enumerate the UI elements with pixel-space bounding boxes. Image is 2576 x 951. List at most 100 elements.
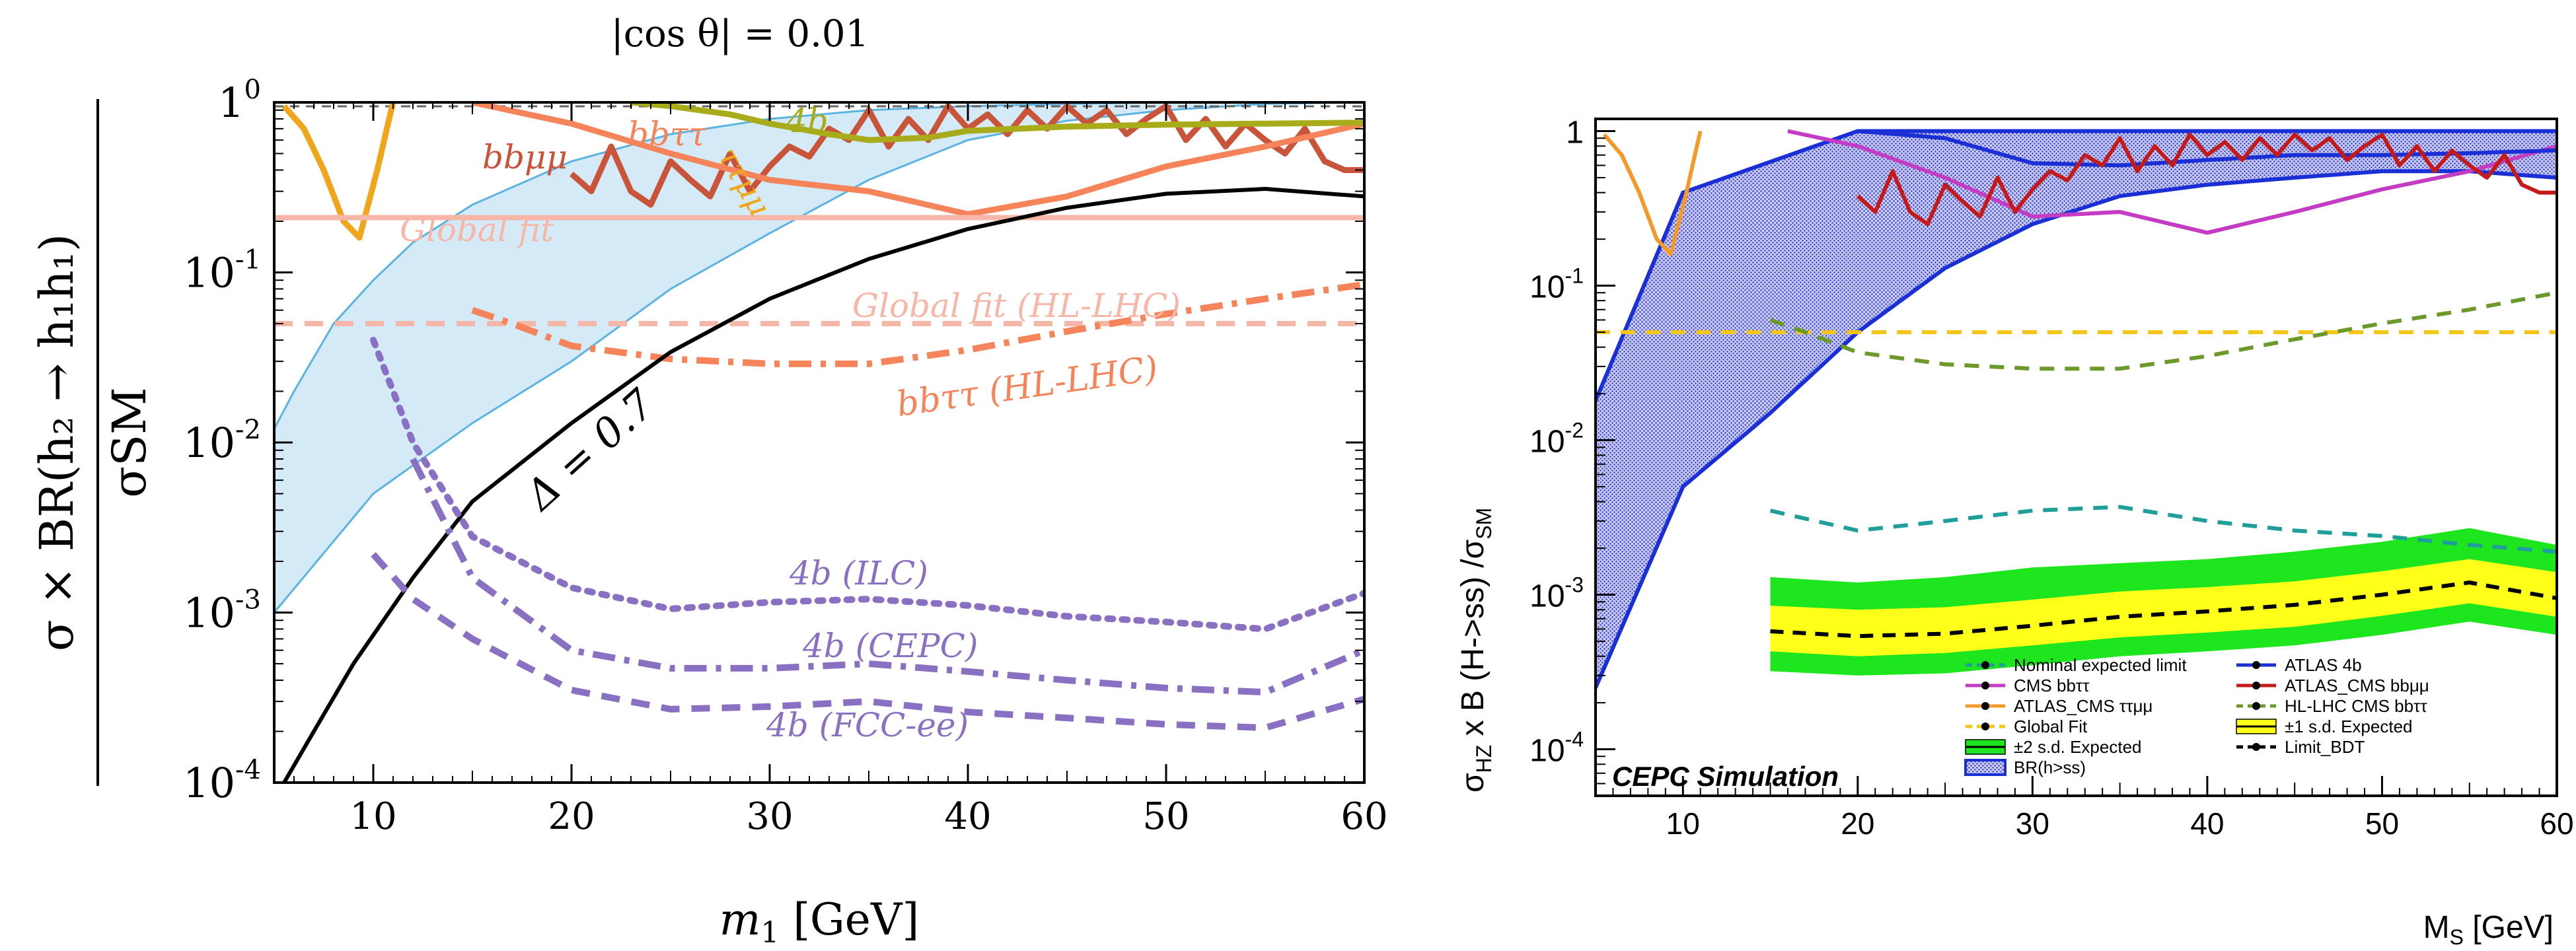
left-annotation-bb: bbμμ <box>482 138 568 176</box>
legend-entry-nominal-expected-limit: Nominal expected limit <box>1966 655 2187 675</box>
legend-label: ATLAS_CMS bbμμ <box>2285 676 2429 695</box>
right-watermark: CEPC Simulation <box>1612 761 1839 792</box>
left-ticks: 10 20 30 40 50 60 10 10-1 10-2 10-3 10-4 <box>183 75 1388 838</box>
right-hatched-region <box>1596 131 2557 688</box>
right-x-tick-label: 50 <box>2365 806 2399 841</box>
left-annotation-4b: 4b <box>786 102 828 140</box>
right-y-tick-label: 1 <box>1566 116 1584 151</box>
legend-entry-hl-lhc-cms-bb: HL-LHC CMS bbττ <box>2236 696 2427 716</box>
left-x-tick-label: 20 <box>548 795 595 838</box>
left-y-label-denominator: σSM <box>102 387 157 497</box>
right-chart: 10 20 30 40 50 60 1 10-1 10-2 10-3 10-4 CEPC Simul… <box>1455 116 2574 949</box>
left-chart: |cos θ| = 0.01 10 20 30 40 50 60 10 10-1 10-2 10-… <box>30 13 1388 950</box>
left-x-label-main: m <box>719 894 761 945</box>
left-x-label-sub: 1 <box>760 916 779 950</box>
right-plot-area <box>1596 129 2557 689</box>
right-y-label-sub2: SM <box>1472 508 1496 540</box>
left-series-4b-ilc <box>370 337 1364 633</box>
right-y-tick-label: 10-1 <box>1529 264 1584 305</box>
right-y-tick-label: 10-2 <box>1529 419 1584 460</box>
legend-label: ±2 s.d. Expected <box>2014 737 2142 757</box>
left-plot-area <box>274 102 1364 783</box>
right-y-label-main: σ <box>1455 773 1490 792</box>
legend-entry-limit-bdt: Limit_BDT <box>2236 737 2365 757</box>
left-series-4b-fcc-ee <box>371 551 1364 731</box>
legend-label: CMS bbττ <box>2014 676 2090 695</box>
left-series-4b <box>630 102 1364 143</box>
left-y-tick-label: 10-1 <box>183 245 261 297</box>
legend-entry-atlas-cms-bb: ATLAS_CMS bbμμ <box>2236 676 2429 695</box>
right-x-tick-label: 10 <box>1666 806 1700 841</box>
right-x-label-unit: [GeV] <box>2472 910 2554 945</box>
right-x-tick-label: 30 <box>2016 806 2049 841</box>
left-annotation-global-fit: Global fit <box>400 211 554 249</box>
legend-label: HL-LHC CMS bbττ <box>2285 696 2427 716</box>
left-annotation-global-fit-hl-lhc: Global fit (HL-LHC) <box>852 287 1181 325</box>
left-annotation-4b-ilc: 4b (ILC) <box>789 554 928 592</box>
legend-swatch-marker <box>1981 702 1989 710</box>
right-x-axis-label: MS [GeV] <box>2423 910 2554 949</box>
legend-swatch-marker <box>2252 743 2260 751</box>
legend-entry-atlas-4b: ATLAS 4b <box>2236 655 2362 675</box>
left-x-tick-label: 50 <box>1142 795 1189 838</box>
right-series-nominal-expected-limit <box>1769 505 2557 554</box>
left-y-label-numerator: σ × BR(h₂ → h₁h₁) <box>30 234 84 651</box>
right-x-tick-label: 40 <box>2190 806 2224 841</box>
right-series-hl-lhc-cms-bb <box>1769 291 2557 371</box>
left-annotation-bb: bbττ <box>628 115 708 153</box>
left-annotation-4b-cepc: 4b (CEPC) <box>802 627 978 665</box>
legend-entry-atlas-cms: ATLAS_CMS ττμμ <box>1966 696 2153 716</box>
right-hatched-upper-edge <box>1596 129 2557 402</box>
right-ticks: 10 20 30 40 50 60 1 10-1 10-2 10-3 10-4 <box>1529 116 2573 841</box>
left-series-bb <box>472 102 1364 217</box>
left-y-tick-label: 10-4 <box>183 755 261 807</box>
left-y-axis-label: σ × BR(h₂ → h₁h₁) σSM <box>30 99 157 786</box>
right-y-axis-label: σHZ x B (H->ss) /σSM <box>1455 508 1496 792</box>
left-band-region <box>274 102 1364 613</box>
right-series-atlas-cms-bb <box>1856 132 2557 227</box>
left-series-0-7 <box>282 187 1364 783</box>
legend-swatch-marker <box>1981 661 1989 669</box>
legend-swatch-marker <box>2252 682 2260 689</box>
left-y-tick-label: 10-2 <box>183 415 261 467</box>
left-series-bb-hl-lhc <box>471 281 1364 367</box>
svg-text:σHZ x B (H->ss) /σSM: σHZ x B (H->ss) /σSM <box>1455 508 1496 792</box>
left-x-tick-label: 60 <box>1341 795 1387 838</box>
right-series-atlas-4b <box>1857 129 2557 168</box>
right-y-label-mid: x B (H->ss) /σ <box>1455 540 1490 736</box>
left-y-tick-label: 10 <box>218 75 261 127</box>
legend-entry-br-h-ss: BR(h>ss) <box>1964 757 2086 777</box>
right-series-cms-bb <box>1787 129 2557 235</box>
left-series-4b-cepc <box>410 457 1364 696</box>
legend-swatch-marker <box>1981 722 1989 730</box>
left-annotation-bb-hl-lhc: bbττ (HL-LHC) <box>894 349 1160 425</box>
left-x-axis-label: m1 [GeV] <box>719 894 920 950</box>
right-x-tick-label: 60 <box>2540 806 2573 841</box>
right-x-tick-label: 20 <box>1841 806 1874 841</box>
right-series-limit-bdt <box>1770 581 2557 639</box>
legend-swatch-marker <box>2252 661 2260 669</box>
left-x-tick-label: 40 <box>944 795 991 838</box>
right-hatched-lower-edge <box>1596 169 2557 689</box>
left-band-lower-edge <box>274 102 1364 614</box>
right-axes-frame <box>1594 118 2558 797</box>
right-x-label-main: M <box>2423 910 2450 945</box>
legend-label: ATLAS 4b <box>2285 655 2362 675</box>
legend-label: ±1 s.d. Expected <box>2285 717 2413 736</box>
right-band-1-s-d-expected <box>1770 559 2557 656</box>
right-y-tick-label: 10-3 <box>1529 573 1584 614</box>
left-x-tick-label: 30 <box>746 795 793 838</box>
legend-label: ATLAS_CMS ττμμ <box>2014 696 2153 716</box>
legend-entry-2-s-d-expected: ±2 s.d. Expected <box>1965 737 2142 757</box>
left-annotation-4b-fcc-ee: 4b (FCC-ee) <box>766 706 969 744</box>
legend-label: Limit_BDT <box>2285 737 2365 757</box>
left-series- <box>281 102 396 241</box>
legend-label: Nominal expected limit <box>2014 655 2187 675</box>
legend-swatch-marker <box>1981 682 1989 689</box>
legend-label: Global Fit <box>2014 717 2088 736</box>
legend-label: BR(h>ss) <box>2014 757 2086 777</box>
right-y-label-sub: HZ <box>1472 745 1496 773</box>
legend-entry-1-s-d-expected: ±1 s.d. Expected <box>2236 717 2413 736</box>
